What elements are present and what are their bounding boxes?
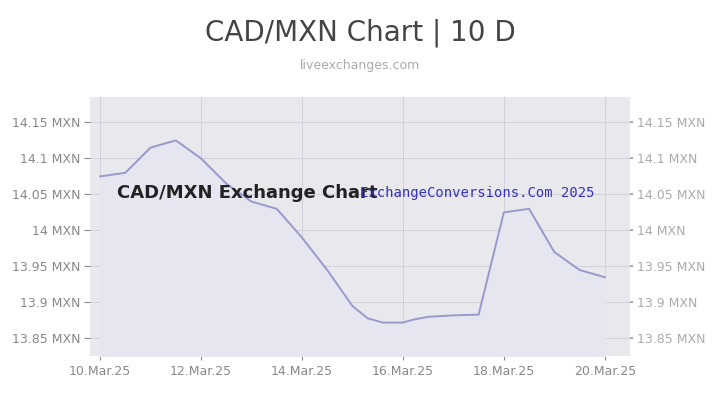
Text: ExchangeConversions.Com 2025: ExchangeConversions.Com 2025 (360, 186, 595, 200)
Text: liveexchanges.com: liveexchanges.com (300, 59, 420, 72)
Text: CAD/MXN Exchange Chart: CAD/MXN Exchange Chart (117, 184, 377, 202)
Text: CAD/MXN Chart | 10 D: CAD/MXN Chart | 10 D (204, 18, 516, 47)
